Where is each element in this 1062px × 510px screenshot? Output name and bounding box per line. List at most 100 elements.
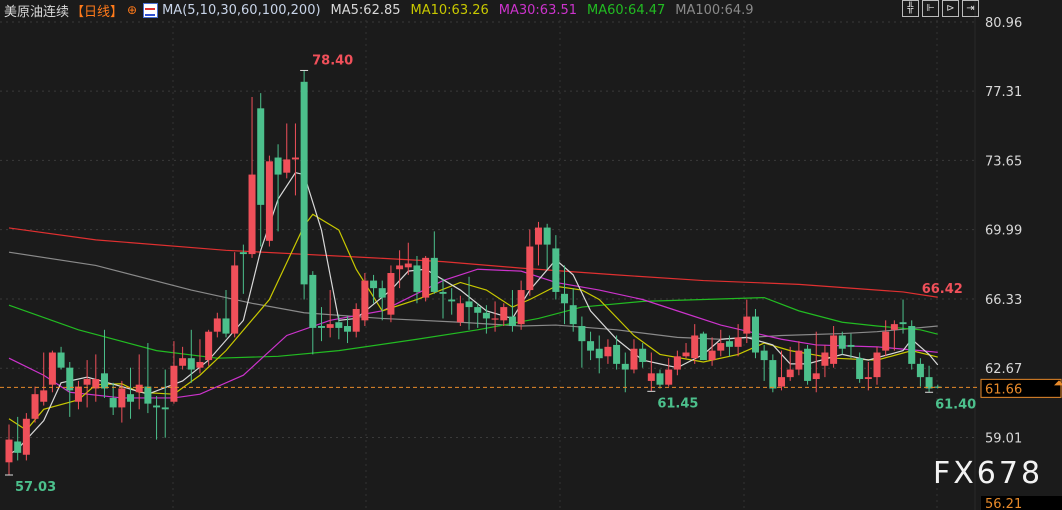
symbol-name: 美原油连续	[4, 4, 70, 20]
candle-down	[639, 348, 647, 362]
candle-down	[916, 363, 924, 378]
candle-up	[31, 394, 39, 419]
annotation-high: 78.40	[312, 53, 353, 68]
candle-up	[92, 379, 100, 389]
candle-up	[534, 227, 542, 245]
candle-up	[821, 352, 829, 366]
ma30-value: MA30:63.51	[498, 2, 578, 18]
candle-up	[248, 174, 256, 255]
candle-down	[161, 407, 169, 410]
candle-down	[769, 360, 777, 389]
annotation-low: 57.03	[15, 480, 56, 495]
candle-down	[109, 397, 117, 408]
y-tick-label: 66.33	[985, 293, 1022, 308]
candle-down	[344, 326, 352, 332]
candle-up	[22, 418, 30, 455]
candle-down	[144, 386, 152, 404]
ma-params[interactable]: MA(5,10,30,60,100,200)	[162, 2, 321, 18]
current-price-box	[980, 378, 1062, 398]
candle-down	[239, 252, 247, 255]
candle-up	[691, 335, 699, 359]
candle-up	[118, 388, 126, 408]
candle-up	[630, 348, 638, 370]
candle-down	[57, 352, 65, 368]
candle-down	[335, 322, 343, 328]
candle-up	[734, 337, 742, 347]
candle-down	[508, 316, 516, 327]
candle-down	[274, 157, 282, 175]
crosshair-icon[interactable]: ╬	[902, 0, 919, 17]
candle-down	[465, 301, 473, 308]
chart-header: 美原油连续 【日线】 ⊕ MA(5,10,30,60,100,200) MA5:…	[4, 1, 764, 20]
candle-up	[604, 346, 612, 357]
candle-up	[404, 263, 412, 268]
candle-down	[413, 265, 421, 292]
candle-down	[804, 348, 812, 381]
candle-down	[613, 344, 621, 364]
indicator-chart-icon[interactable]	[143, 2, 159, 18]
candle-down	[552, 248, 560, 292]
candle-down	[257, 108, 265, 205]
candle-up	[812, 373, 820, 380]
crosshair-target-icon[interactable]: ⊕	[127, 3, 138, 17]
candle-up	[231, 265, 239, 334]
candle-down	[153, 405, 161, 408]
candle-down	[439, 291, 447, 294]
ma10-value: MA10:63.26	[410, 2, 489, 18]
period-label[interactable]: 【日线】	[71, 4, 124, 20]
candle-down	[66, 367, 74, 391]
candle-down	[908, 326, 916, 364]
candle-down	[699, 333, 707, 361]
candle-up	[708, 350, 716, 361]
candle-up	[170, 365, 178, 402]
candle-down	[621, 363, 629, 370]
candle-up	[352, 308, 360, 332]
candle-up	[517, 290, 525, 325]
annotation-low: 61.40	[935, 397, 976, 412]
candle-down	[561, 293, 569, 304]
candle-down	[100, 373, 108, 389]
candle-down	[187, 358, 195, 370]
candle-down	[578, 326, 586, 342]
candle-up	[830, 335, 838, 364]
candle-up	[890, 324, 898, 330]
candle-up	[83, 379, 91, 385]
candle-up	[283, 159, 291, 173]
candle-down	[760, 350, 768, 361]
y-tick-label: 73.65	[985, 154, 1022, 169]
candle-up	[682, 352, 690, 357]
candle-up	[786, 369, 794, 378]
candle-down	[725, 341, 733, 347]
candle-up	[873, 352, 881, 378]
candle-down	[899, 322, 907, 325]
candle-up	[40, 390, 48, 402]
candle-down	[300, 81, 308, 285]
candle-up	[135, 384, 143, 393]
candle-up	[326, 324, 334, 328]
candle-up	[5, 439, 13, 463]
candle-up	[396, 265, 404, 270]
candle-down	[378, 288, 386, 298]
candle-up	[456, 303, 464, 323]
ma5-value: MA5:62.85	[330, 2, 401, 18]
y-tick-label: 77.31	[985, 85, 1022, 100]
current-price-label: 61.66	[985, 382, 1022, 397]
zoom-range-icon[interactable]: ⊩	[922, 0, 939, 17]
candle-up	[205, 331, 213, 361]
candle-up	[743, 316, 751, 334]
candle-up	[422, 257, 430, 298]
candle-down	[317, 326, 325, 328]
play-replay-icon[interactable]: ⊳	[942, 0, 959, 17]
candle-down	[595, 348, 603, 359]
candle-up	[213, 318, 221, 332]
candle-up	[778, 377, 786, 387]
candle-up	[291, 157, 299, 160]
exit-icon[interactable]: ⇥	[962, 0, 979, 17]
candle-up	[882, 331, 890, 351]
candle-down	[430, 257, 438, 292]
candle-down	[309, 274, 317, 328]
candle-up	[717, 343, 725, 351]
candle-down	[448, 299, 456, 302]
ma100-value: MA100:64.9	[675, 2, 754, 18]
